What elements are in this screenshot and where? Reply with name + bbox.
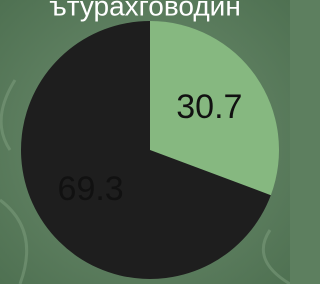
chart: ътурахговодин 30.7 69.3 bbox=[0, 0, 290, 284]
page: {"chart_data": {"type": "pie", "title": … bbox=[0, 0, 290, 284]
value-label: 30.7 bbox=[176, 88, 242, 126]
chart-title: ътурахговодин bbox=[49, 0, 241, 21]
value-label: 69.3 bbox=[58, 170, 124, 208]
